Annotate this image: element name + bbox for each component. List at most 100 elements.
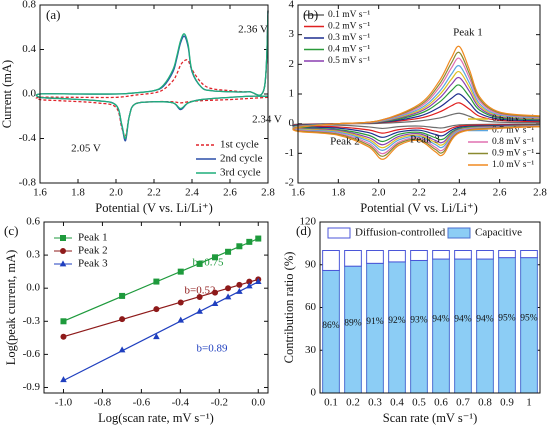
x-tick-label: 0.1	[324, 397, 338, 409]
y-tick-label: 0.3	[26, 249, 40, 261]
x-tick-label: 2.6	[223, 187, 237, 199]
value-label: 89%	[344, 318, 362, 328]
x-tick-label: 2.4	[452, 187, 466, 199]
x-tick-label: 0.3	[368, 397, 382, 409]
cv-curve	[292, 45, 541, 160]
cv-curve	[35, 10, 269, 138]
value-label: 92%	[388, 316, 406, 326]
value-label: 95%	[520, 314, 538, 324]
x-tick-label: 2.0	[109, 187, 123, 199]
bar-segment	[388, 261, 406, 394]
data-point	[196, 260, 203, 267]
legend-label: Diffusion-controlled	[355, 227, 446, 239]
x-tick-label: -0.8	[94, 397, 112, 409]
data-point	[60, 318, 67, 325]
legend-marker	[60, 248, 66, 254]
y-axis-title: Current (mA)	[0, 60, 14, 128]
data-point	[246, 238, 253, 245]
legend-label: 0.4 mV s⁻¹	[328, 45, 370, 55]
x-tick-label: 2.2	[147, 187, 161, 199]
y-tick-label: 120	[300, 216, 317, 228]
data-point	[255, 235, 262, 242]
data-point	[177, 268, 184, 275]
plot-frame	[39, 4, 269, 184]
x-tick-label: -1.0	[55, 397, 73, 409]
legend-label: 0.1 mV s⁻¹	[328, 10, 370, 20]
legend-label: 1.0 mV s⁻¹	[492, 160, 534, 170]
y-tick-label: 2	[289, 58, 295, 70]
y-tick-label: 0.4	[22, 43, 36, 55]
x-tick-label: -0.2	[211, 397, 228, 409]
data-point	[224, 293, 232, 300]
y-tick-label: 4	[289, 0, 295, 11]
x-tick-label: 1.6	[33, 187, 47, 199]
x-tick-label: -0.4	[172, 397, 190, 409]
x-tick-label: -0.6	[133, 397, 151, 409]
x-tick-label: 1	[526, 397, 532, 409]
y-tick-label: 3	[289, 28, 295, 40]
legend-label: 0.3 mV s⁻¹	[328, 33, 370, 43]
x-tick-label: 1.8	[71, 187, 85, 199]
y-tick-label: 0	[289, 117, 295, 129]
x-tick-label: 2.6	[493, 187, 507, 199]
y-tick-label: -1	[285, 147, 294, 159]
bar-segment	[454, 250, 472, 260]
y-tick-label: 1	[289, 88, 295, 100]
legend-label: 2nd cycle	[220, 153, 263, 165]
data-point	[60, 376, 67, 383]
legend-marker	[60, 235, 66, 241]
legend-label: Capacitive	[475, 227, 522, 239]
cv-curve	[35, 10, 269, 142]
data-point	[236, 281, 243, 288]
annotation: b=0.52	[185, 285, 216, 297]
y-tick-label: 0.0	[22, 88, 36, 100]
bar-segment	[432, 250, 450, 260]
x-tick-label: 0.5	[412, 397, 426, 409]
data-point	[177, 316, 185, 323]
annotation: 2.36 V	[238, 24, 268, 36]
cv-curve	[292, 112, 541, 130]
data-point	[211, 300, 219, 307]
data-point	[118, 346, 126, 353]
annotation: Peak 1	[453, 27, 483, 39]
bar-segment	[498, 250, 516, 259]
annotation: b=0.89	[197, 343, 228, 355]
legend-label: 3rd cycle	[220, 167, 261, 179]
legend-swatch	[327, 227, 351, 239]
bar-segment	[476, 250, 494, 260]
data-point	[60, 333, 67, 340]
data-point	[153, 333, 160, 340]
x-tick-label: 0.0	[251, 397, 265, 409]
data-point	[236, 287, 243, 294]
y-tick-label: -0.3	[23, 315, 41, 327]
data-point	[196, 307, 203, 314]
data-point	[119, 292, 126, 299]
bar-segment	[520, 250, 538, 259]
data-point	[212, 289, 219, 296]
cv-curve	[292, 102, 541, 134]
legend-label: Peak 2	[78, 245, 108, 257]
legend-label: Peak 1	[78, 232, 108, 244]
bar-segment	[432, 258, 450, 394]
x-axis-title: Potential (V vs. Li/Li⁺)	[360, 201, 477, 215]
y-tick-label: 0.6	[26, 216, 40, 228]
panel-label: (a)	[46, 7, 60, 22]
annotation: Peak 3	[410, 134, 440, 146]
legend-label: Peak 3	[78, 258, 108, 270]
legend-label: 0.6 mV s⁻¹	[492, 114, 534, 124]
x-tick-label: 0.9	[500, 397, 514, 409]
cv-curve	[35, 10, 269, 140]
bar-segment	[476, 258, 494, 394]
cv-curve	[292, 93, 541, 138]
x-tick-label: 2.0	[372, 187, 386, 199]
y-tick-label: 0.8	[22, 0, 36, 11]
data-point	[254, 277, 262, 284]
y-axis-title: Contribution ratio (%)	[282, 252, 296, 364]
x-axis-title: Log(scan rate, mV s⁻¹)	[98, 411, 214, 425]
y-tick-label: -0.4	[19, 132, 37, 144]
x-tick-label: 2.4	[185, 187, 199, 199]
data-point	[119, 316, 126, 323]
data-point	[236, 243, 243, 250]
bar-segment	[322, 250, 340, 271]
